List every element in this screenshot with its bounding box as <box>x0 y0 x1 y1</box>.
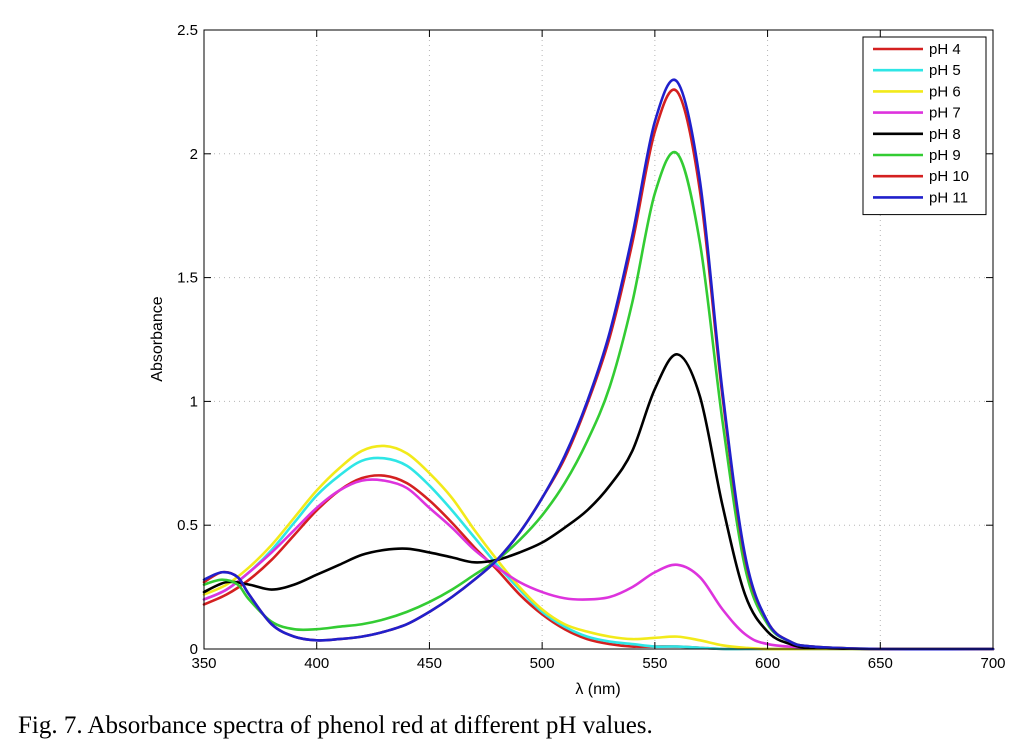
x-tick-label: 550 <box>642 655 667 672</box>
y-tick-label: 1 <box>190 393 198 410</box>
x-tick-labels: 350 400 450 500 550 600 650 700 <box>191 655 1005 672</box>
series-lines <box>202 78 995 651</box>
y-tick-label: 1.5 <box>177 270 198 287</box>
x-tick-label: 400 <box>304 655 329 672</box>
y-tick-label: 2 <box>190 146 198 163</box>
x-axis-label: λ (nm) <box>575 681 620 698</box>
legend-entry-label: pH 6 <box>929 83 961 100</box>
legend-entry-label: pH 5 <box>929 62 961 79</box>
absorbance-chart: 350 400 450 500 550 600 650 700 0 0.5 1 1.5 2 2.5 λ … <box>149 22 1006 698</box>
y-tick-label: 0.5 <box>177 517 198 534</box>
legend-box <box>862 36 987 216</box>
series-line-ph-8 <box>202 353 995 651</box>
legend-entry-label: pH 9 <box>929 147 961 164</box>
legend: pH 4 pH 5 pH 6 pH 7 pH 8 pH 9 pH 10 pH 11 <box>862 36 987 216</box>
legend-entry-label: pH 4 <box>929 41 961 58</box>
series-line-ph-11 <box>202 78 995 651</box>
y-tick-label: 0 <box>190 641 198 658</box>
figure-caption: Fig. 7. Absorbance spectra of phenol red… <box>18 712 653 739</box>
x-tick-label: 350 <box>191 655 216 672</box>
legend-entry-label: pH 8 <box>929 126 961 143</box>
y-tick-label: 2.5 <box>177 22 198 39</box>
x-tick-label: 650 <box>868 655 893 672</box>
x-tick-label: 600 <box>755 655 780 672</box>
plot-frame <box>203 29 994 650</box>
x-tick-label: 450 <box>417 655 442 672</box>
grid-lines <box>204 30 993 649</box>
series-line-ph-7 <box>202 478 995 651</box>
x-tick-label: 700 <box>980 655 1005 672</box>
series-line-ph-6 <box>202 444 995 651</box>
legend-entry-label: pH 7 <box>929 105 961 122</box>
x-tick-label: 500 <box>530 655 555 672</box>
plot-area <box>204 30 993 649</box>
series-line-ph-9 <box>202 150 995 651</box>
axis-ticks <box>203 29 994 650</box>
legend-entry-label: pH 11 <box>929 189 968 206</box>
legend-entry-label: pH 10 <box>929 168 969 185</box>
y-tick-labels: 0 0.5 1 1.5 2 2.5 <box>177 22 198 658</box>
y-axis-label: Absorbance <box>149 296 166 381</box>
